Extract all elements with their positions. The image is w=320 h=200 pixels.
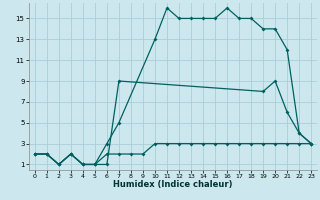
X-axis label: Humidex (Indice chaleur): Humidex (Indice chaleur) xyxy=(113,180,233,189)
